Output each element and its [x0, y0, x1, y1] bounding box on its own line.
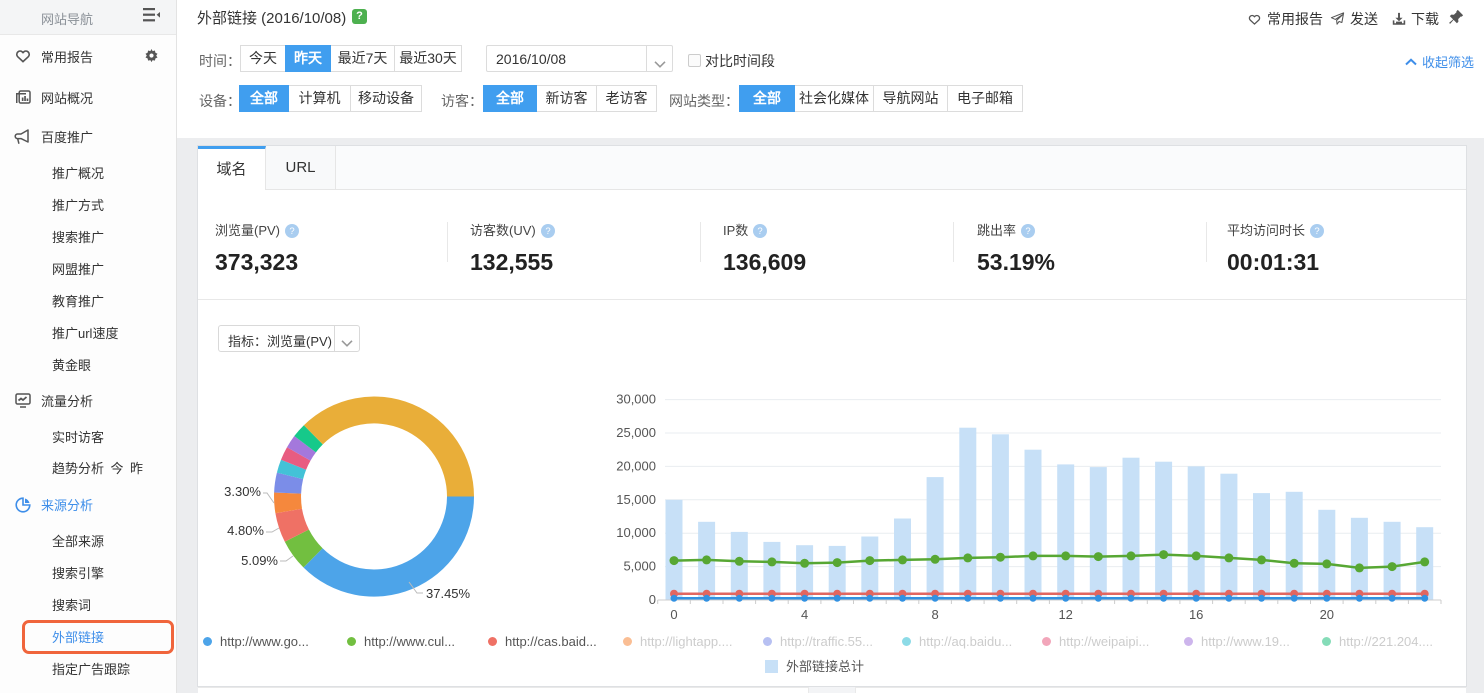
svg-text:0: 0 [670, 607, 677, 622]
svg-text:12: 12 [1058, 607, 1072, 622]
svg-text:?: ? [289, 226, 294, 237]
svg-text:?: ? [1314, 226, 1319, 237]
svg-text:20,000: 20,000 [616, 458, 656, 473]
svg-text:0: 0 [649, 592, 656, 607]
svg-text:3.30%: 3.30% [224, 484, 261, 499]
svg-text:4: 4 [801, 607, 808, 622]
svg-text:30,000: 30,000 [616, 392, 656, 407]
svg-text:10,000: 10,000 [616, 525, 656, 540]
svg-text:25,000: 25,000 [616, 425, 656, 440]
svg-text:5.09%: 5.09% [241, 553, 278, 568]
svg-text:?: ? [545, 226, 550, 237]
svg-text:37.45%: 37.45% [426, 586, 471, 601]
svg-text:8: 8 [931, 607, 938, 622]
svg-text:4.80%: 4.80% [227, 523, 264, 538]
svg-text:15,000: 15,000 [616, 492, 656, 507]
svg-text:?: ? [1025, 226, 1030, 237]
svg-text:20: 20 [1320, 607, 1334, 622]
svg-text:?: ? [758, 226, 763, 237]
svg-text:5,000: 5,000 [623, 559, 656, 574]
svg-text:16: 16 [1189, 607, 1203, 622]
